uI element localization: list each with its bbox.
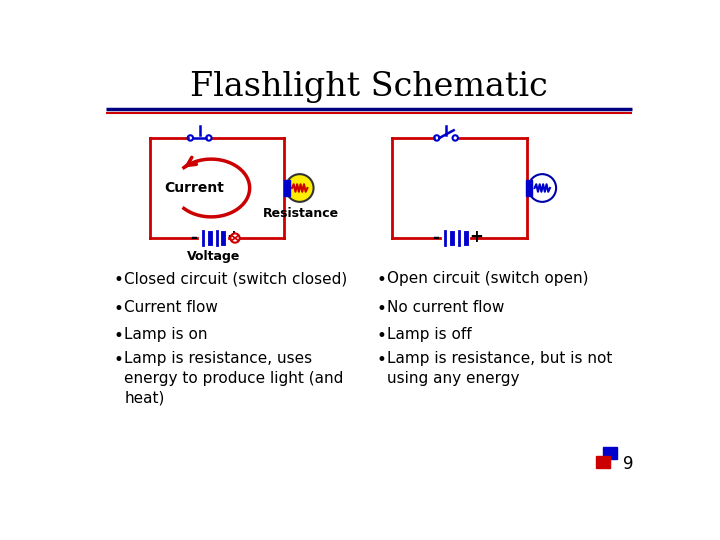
Text: Open circuit (switch open): Open circuit (switch open) (387, 271, 589, 286)
Circle shape (286, 174, 314, 202)
Text: No current flow: No current flow (387, 300, 505, 315)
Circle shape (528, 174, 556, 202)
Bar (596, 456, 610, 468)
Text: -: - (190, 229, 197, 247)
Text: Lamp is resistance, but is not
using any energy: Lamp is resistance, but is not using any… (387, 351, 613, 386)
Text: •: • (113, 351, 123, 369)
Text: •: • (377, 300, 387, 318)
Text: •: • (377, 327, 387, 345)
Bar (284, 180, 289, 195)
Text: Lamp is on: Lamp is on (124, 327, 207, 342)
Circle shape (230, 233, 240, 242)
Text: Closed circuit (switch closed): Closed circuit (switch closed) (124, 271, 347, 286)
Text: •: • (113, 300, 123, 318)
Text: Lamp is resistance, uses
energy to produce light (and
heat): Lamp is resistance, uses energy to produ… (124, 351, 343, 406)
Bar (603, 447, 617, 459)
Text: Flashlight Schematic: Flashlight Schematic (190, 71, 548, 103)
Text: +: + (227, 227, 240, 246)
Text: Lamp is off: Lamp is off (387, 327, 472, 342)
Text: Resistance: Resistance (264, 207, 339, 220)
Text: Voltage: Voltage (186, 251, 240, 264)
Text: +: + (469, 227, 483, 246)
Text: •: • (113, 327, 123, 345)
Text: •: • (377, 351, 387, 369)
Text: Current: Current (164, 181, 224, 195)
Text: 9: 9 (623, 455, 633, 473)
Bar (526, 180, 532, 195)
Text: •: • (377, 271, 387, 289)
Text: •: • (113, 271, 123, 289)
Text: Current flow: Current flow (124, 300, 218, 315)
Text: -: - (433, 229, 439, 247)
